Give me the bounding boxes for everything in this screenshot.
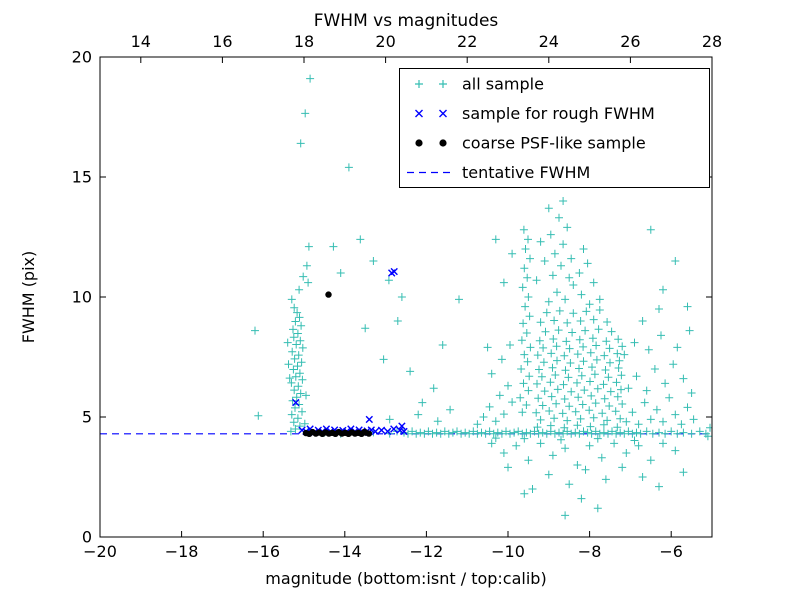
series-coarse-PSF-like-sample <box>302 291 373 437</box>
y-tick-label: 5 <box>82 408 92 427</box>
y-tick-label: 0 <box>82 528 92 547</box>
legend-label: sample for rough FWHM <box>462 104 655 123</box>
x-tick-label: −18 <box>165 542 199 561</box>
legend-dot-marker-icon <box>415 139 423 147</box>
top-tick-label: 16 <box>212 32 232 51</box>
legend-plus-marker-icon <box>439 80 447 88</box>
legend-dot-marker-icon <box>439 139 447 147</box>
top-tick-label: 20 <box>375 32 395 51</box>
top-tick-label: 26 <box>620 32 640 51</box>
top-tick-label: 24 <box>539 32 559 51</box>
y-tick-label: 20 <box>72 48 92 67</box>
y-tick-label: 10 <box>72 288 92 307</box>
legend-plus-marker-icon <box>415 80 423 88</box>
top-tick-label: 18 <box>294 32 314 51</box>
x-tick-label: −14 <box>328 542 362 561</box>
x-tick-label: −6 <box>659 542 683 561</box>
x-tick-label: −16 <box>246 542 280 561</box>
x-tick-label: −10 <box>491 542 525 561</box>
y-tick-label: 15 <box>72 168 92 187</box>
y-axis-label: FWHM (pix) <box>19 251 38 344</box>
x-tick-label: −12 <box>410 542 444 561</box>
top-tick-label: 14 <box>131 32 151 51</box>
legend-box <box>399 68 710 188</box>
legend-label: tentative FWHM <box>462 163 590 182</box>
top-tick-label: 22 <box>457 32 477 51</box>
axis-ticks: −20 −18 −16 −14 −12 −10 −8 −6 14 16 18 20 22 24 26 28 0 5… <box>72 32 723 561</box>
legend-label: coarse PSF-like sample <box>462 134 646 153</box>
x-tick-label: −20 <box>83 542 117 561</box>
x-tick-label: −8 <box>578 542 602 561</box>
data-layer <box>100 74 712 520</box>
chart-title: FWHM vs magnitudes <box>314 11 499 31</box>
axes-frame <box>99 56 713 538</box>
legend-label: all sample <box>462 75 544 94</box>
legend: all sample sample for rough FWHM coarse … <box>399 68 710 188</box>
top-tick-label: 28 <box>702 32 722 51</box>
x-axis-label: magnitude (bottom:isnt / top:calib) <box>265 569 546 588</box>
legend-x-marker-icon <box>415 109 423 118</box>
legend-x-marker-icon <box>439 109 447 118</box>
